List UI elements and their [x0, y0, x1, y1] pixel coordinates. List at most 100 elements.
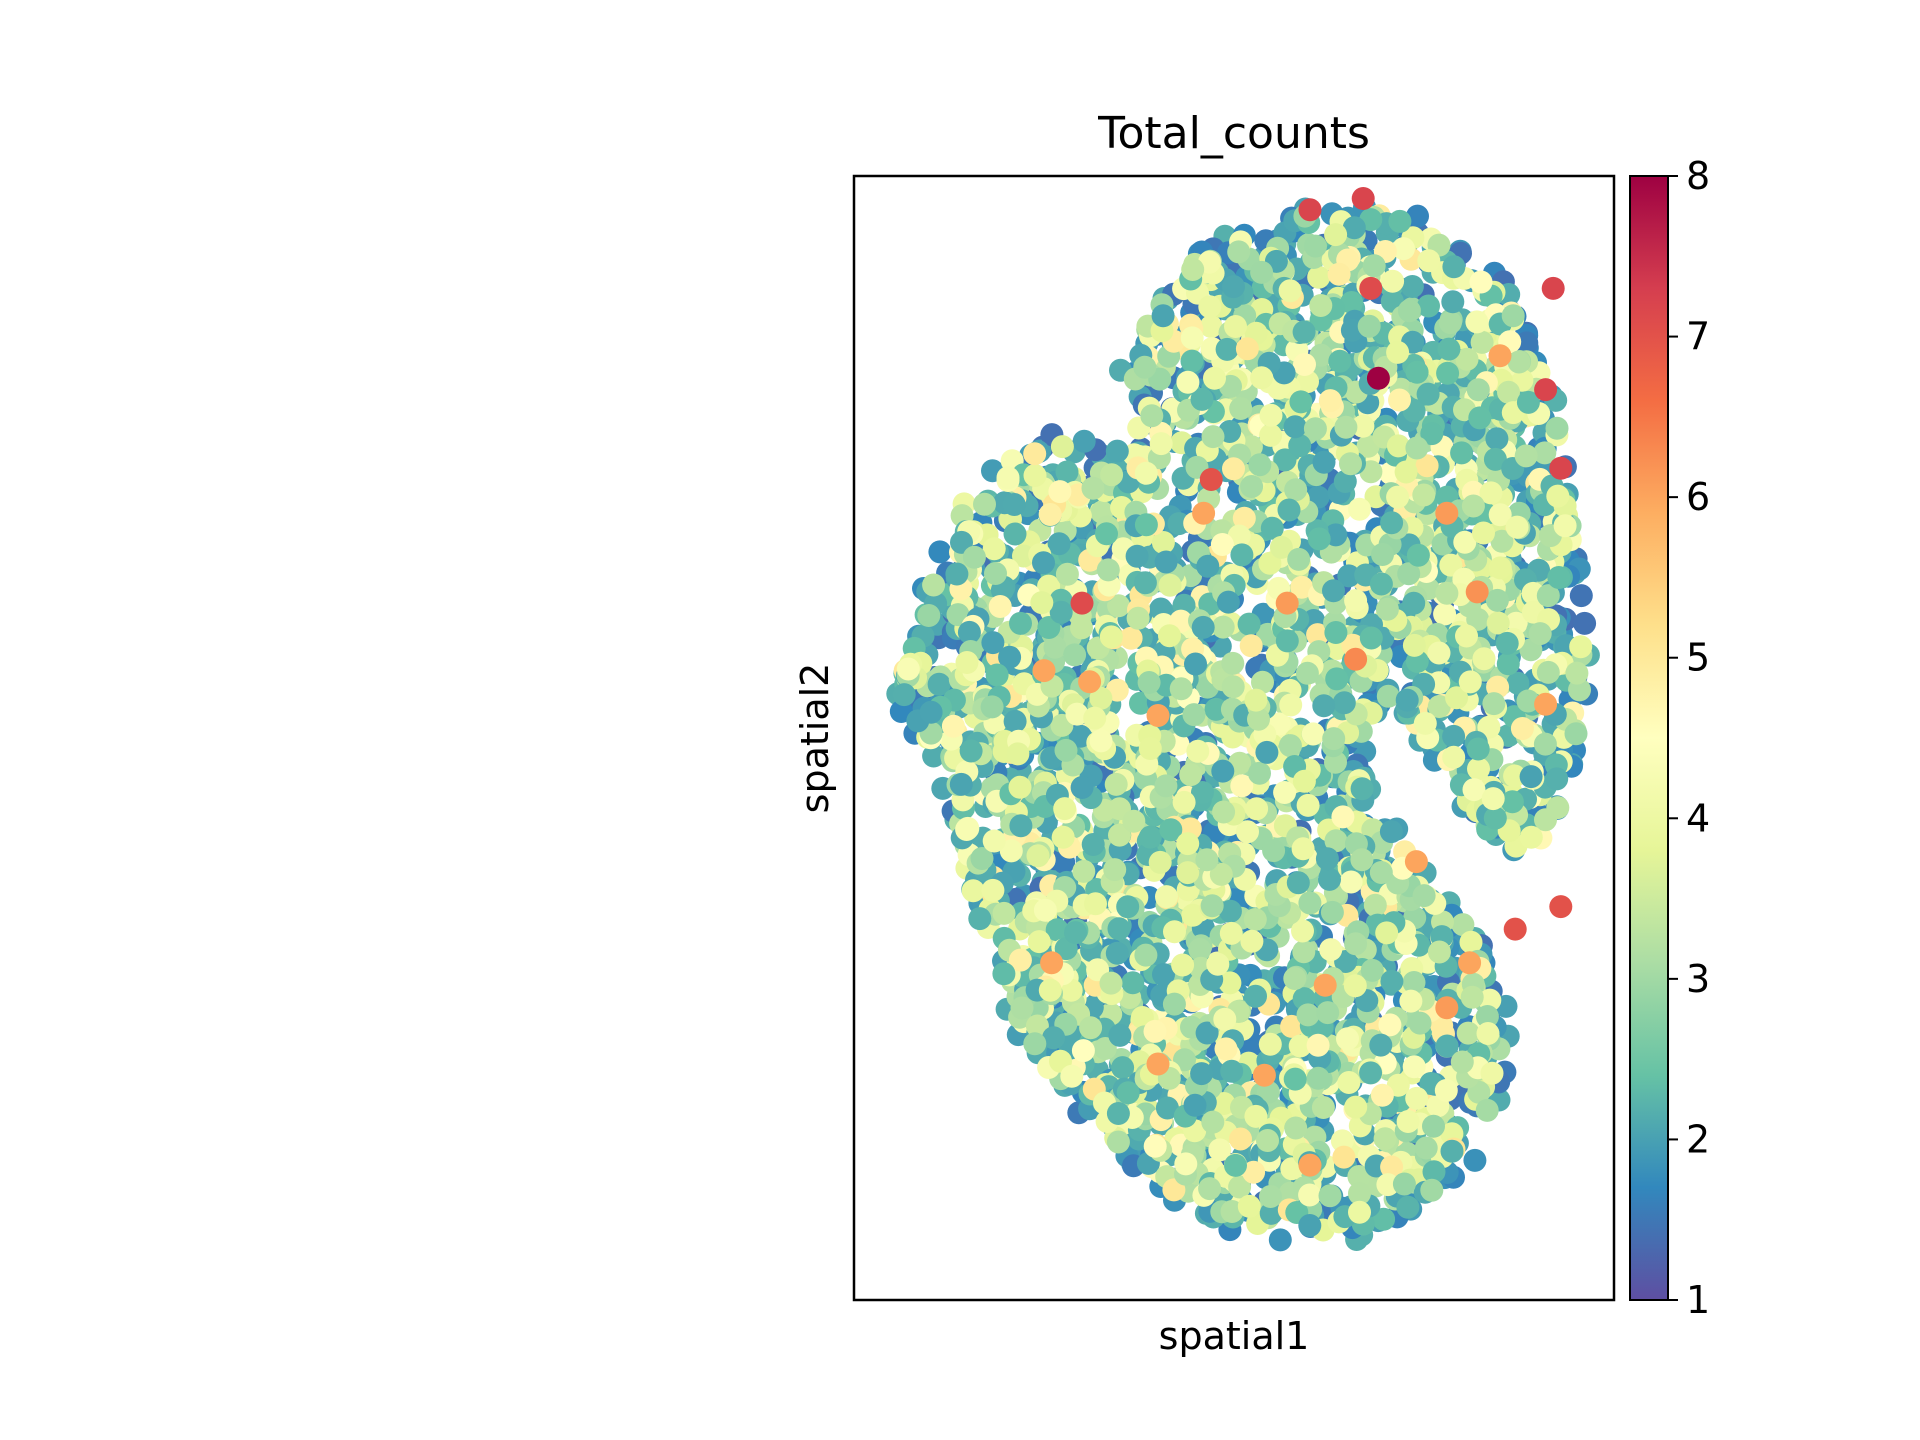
plot-frame — [852, 174, 1616, 1302]
scatter-point — [1515, 331, 1539, 355]
scatter-point — [1564, 722, 1588, 746]
scatter-point — [1396, 1195, 1420, 1219]
scatter-point — [1359, 1061, 1383, 1085]
scatter-point — [1280, 1014, 1304, 1038]
scatter-point — [1229, 1127, 1252, 1151]
scatter-point — [970, 847, 994, 870]
scatter-point — [1180, 326, 1204, 350]
scatter-point — [1441, 290, 1465, 314]
scatter-point — [1224, 315, 1247, 338]
scatter-point — [1307, 265, 1331, 289]
scatter-point — [1406, 204, 1429, 228]
scatter-point — [1291, 837, 1315, 861]
scatter-point — [922, 573, 946, 597]
scatter-point — [1318, 389, 1342, 413]
scatter-point — [1188, 938, 1212, 961]
colorbar-tick-label: 2 — [1686, 1117, 1710, 1161]
scatter-point — [1104, 772, 1128, 796]
scatter-point — [996, 466, 1020, 490]
scatter-point — [1289, 390, 1313, 414]
scatter-point — [1201, 425, 1225, 449]
scatter-point — [1476, 1022, 1500, 1045]
scatter-point — [1158, 573, 1182, 597]
scatter-point — [1315, 847, 1339, 871]
scatter-point — [1038, 978, 1062, 1002]
y-axis-label: spatial2 — [793, 663, 837, 814]
scatter-point — [1220, 1059, 1244, 1083]
scatter-point — [1134, 513, 1158, 537]
scatter-point — [1339, 452, 1362, 476]
scatter-point — [1481, 787, 1505, 811]
scatter-point — [1065, 702, 1089, 726]
scatter-point — [1071, 1039, 1095, 1063]
scatter-point — [1180, 349, 1204, 373]
scatter-point — [955, 651, 979, 674]
scatter-point-high — [1032, 659, 1056, 683]
scatter-point — [1273, 781, 1297, 804]
scatter-point — [973, 492, 996, 516]
scatter-point — [1064, 921, 1087, 945]
scatter-point — [1195, 848, 1219, 872]
scatter-point — [1203, 366, 1226, 390]
scatter-point — [1284, 1116, 1308, 1140]
scatter-point — [1060, 1064, 1084, 1088]
scatter-point — [1304, 234, 1327, 258]
scatter-point — [1312, 694, 1336, 718]
scatter-point — [1208, 1138, 1232, 1162]
scatter-point — [1191, 781, 1214, 804]
scatter-point — [1279, 693, 1303, 717]
scatter-point — [1288, 434, 1312, 458]
scatter-point — [1327, 262, 1351, 286]
scatter-point — [1510, 717, 1534, 740]
scatter-point — [1190, 1062, 1214, 1086]
scatter-point — [1248, 453, 1272, 477]
scatter-point — [1224, 1153, 1247, 1177]
scatter-point — [1375, 921, 1399, 945]
scatter-point — [1332, 691, 1356, 715]
scatter-point — [1450, 441, 1474, 465]
scatter-point — [1451, 913, 1475, 937]
scatter-point — [1229, 397, 1253, 420]
scatter-point-high — [1534, 692, 1558, 716]
scatter-point — [1340, 291, 1364, 314]
scatter-point — [1023, 442, 1047, 466]
scatter-point — [1278, 734, 1302, 758]
scatter-point — [1099, 971, 1123, 995]
scatter-point — [1244, 984, 1267, 1008]
scatter-point — [1466, 378, 1490, 402]
scatter-point — [955, 818, 979, 841]
scatter-point — [992, 962, 1016, 986]
scatter-point — [1277, 498, 1301, 522]
scatter-point — [1255, 740, 1279, 764]
scatter-point — [1347, 1165, 1371, 1188]
scatter-point — [1397, 562, 1421, 586]
scatter-point — [1434, 1079, 1458, 1102]
scatter-point — [1081, 476, 1105, 500]
scatter-point — [1204, 697, 1228, 721]
scatter-point — [1119, 626, 1143, 650]
scatter-point — [1072, 429, 1096, 453]
scatter-point — [1176, 832, 1200, 856]
scatter-point — [1125, 544, 1149, 568]
scatter-point — [1003, 709, 1027, 733]
scatter-point — [1472, 647, 1496, 671]
scatter-point-high — [1541, 276, 1565, 300]
scatter-point — [1212, 1092, 1236, 1115]
scatter-point — [1536, 584, 1560, 608]
scatter-point — [1292, 769, 1316, 793]
scatter-point — [1376, 1173, 1400, 1197]
scatter-point — [1222, 457, 1245, 481]
scatter-point — [1463, 1148, 1487, 1172]
scatter-point — [1009, 611, 1032, 635]
scatter-point — [1198, 1177, 1222, 1201]
scatter-point — [1298, 891, 1322, 915]
colorbar-tick-label: 3 — [1686, 957, 1710, 1001]
scatter-point — [1405, 1086, 1429, 1110]
scatter-point — [1507, 350, 1531, 374]
scatter-point — [1006, 742, 1030, 766]
scatter-point — [1026, 844, 1050, 868]
scatter-point — [1318, 867, 1341, 891]
chart-title: Total_counts — [1097, 108, 1370, 159]
scatter-point — [1402, 591, 1426, 615]
scatter-point — [1339, 870, 1363, 894]
